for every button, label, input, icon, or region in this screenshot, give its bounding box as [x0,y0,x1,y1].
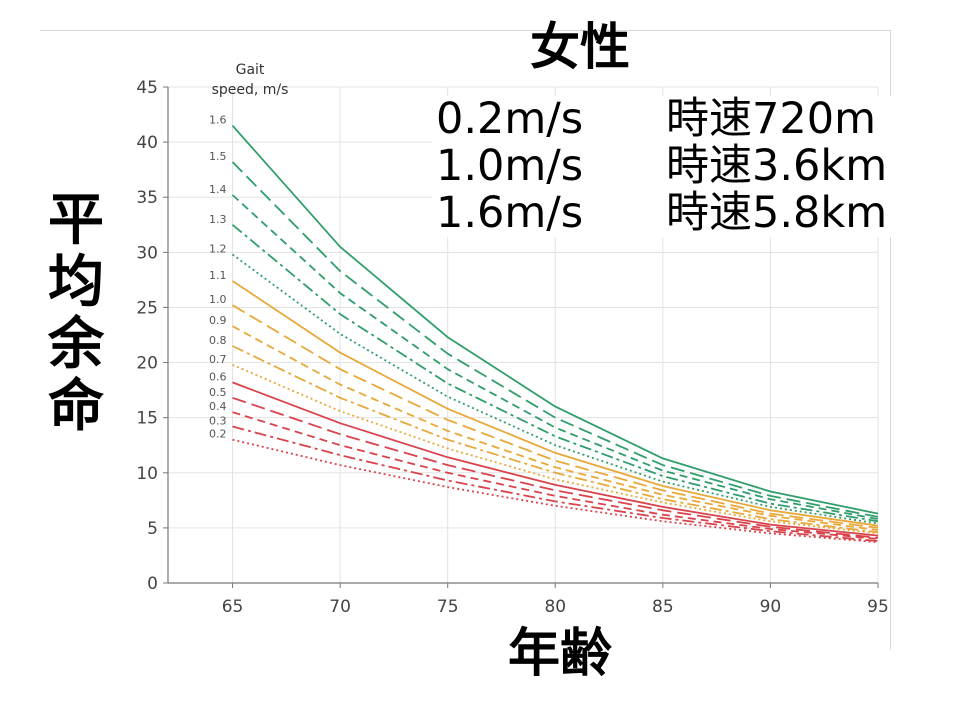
legend-header-line1: Gait [235,62,265,78]
series-label: 1.2 [209,243,227,256]
x-tick-label: 80 [544,597,566,617]
series-line [232,396,879,539]
speed-equivalent: 時速720m [666,94,876,144]
series-line [232,381,879,537]
series-label: 0.5 [209,386,227,399]
series-line [232,304,879,529]
legend-header: Gait speed, m/s [180,60,320,100]
series-label: 1.0 [209,293,227,306]
y-axis-label: 平均余命 [48,188,104,439]
series-label: 1.6 [209,114,227,127]
x-tick-label: 85 [652,597,674,617]
right-divider [890,30,891,650]
axes: 0 5 10 15 20 25 30 35 40 45 65 70 75 80 85 90 95 [136,78,888,617]
y-tick-label: 20 [136,354,158,374]
speed-info-box: 0.2m/s 時速720m 1.0m/s 時速3.6km 1.6m/s 時速5.… [432,96,894,237]
series-lines [231,125,879,544]
y-tick-label: 25 [136,298,158,318]
speed-value: 1.6m/s [436,188,584,238]
x-tick-label: 75 [437,597,459,617]
speed-equivalent: 時速3.6km [666,141,888,191]
series-label: 1.4 [209,183,227,196]
series-label: 1.1 [209,269,227,282]
x-tick-label: 70 [329,597,351,617]
series-line [232,345,879,534]
y-tick-label: 10 [136,464,158,484]
series-line [231,253,879,525]
chart-title: 女性 [530,18,630,76]
top-divider [40,30,890,31]
y-tick-label: 0 [147,574,158,594]
y-tick-label: 30 [136,243,158,263]
series-line [231,224,879,523]
speed-equivalent: 時速5.8km [666,188,888,238]
y-tick-label: 45 [136,78,158,98]
x-axis-label: 年齢 [507,624,612,684]
speed-info-row: 0.2m/s 時速720m [436,96,887,143]
y-tick-label: 5 [147,519,158,539]
y-tick-label: 40 [136,133,158,153]
x-tick-label: 65 [222,597,244,617]
series-label: 1.5 [209,150,227,163]
legend-header-line2: speed, m/s [211,82,289,98]
speed-value: 1.0m/s [436,141,584,191]
y-tick-label: 15 [136,409,158,429]
series-line [231,161,879,518]
series-label: 0.6 [209,370,227,383]
speed-info-row: 1.6m/s 時速5.8km [436,190,887,237]
series-label: 0.9 [209,314,227,327]
series-line [231,194,879,520]
speed-value: 0.2m/s [436,94,584,144]
series-labels: 1.61.51.41.31.21.11.00.90.80.70.60.50.40… [209,114,227,441]
series-label: 0.2 [209,428,227,441]
series-label: 0.3 [209,414,227,427]
series-line [231,125,879,515]
series-line [232,280,879,527]
series-line [232,411,879,540]
x-tick-label: 90 [760,597,782,617]
series-label: 0.4 [209,400,227,413]
series-label: 1.3 [209,213,227,226]
series-line [232,438,879,544]
series-line [232,325,879,531]
series-line [232,425,879,542]
y-tick-label: 35 [136,188,158,208]
series-label: 0.8 [209,334,227,347]
series-label: 0.7 [209,353,227,366]
x-tick-label: 95 [867,597,889,617]
speed-info-row: 1.0m/s 時速3.6km [436,143,887,190]
